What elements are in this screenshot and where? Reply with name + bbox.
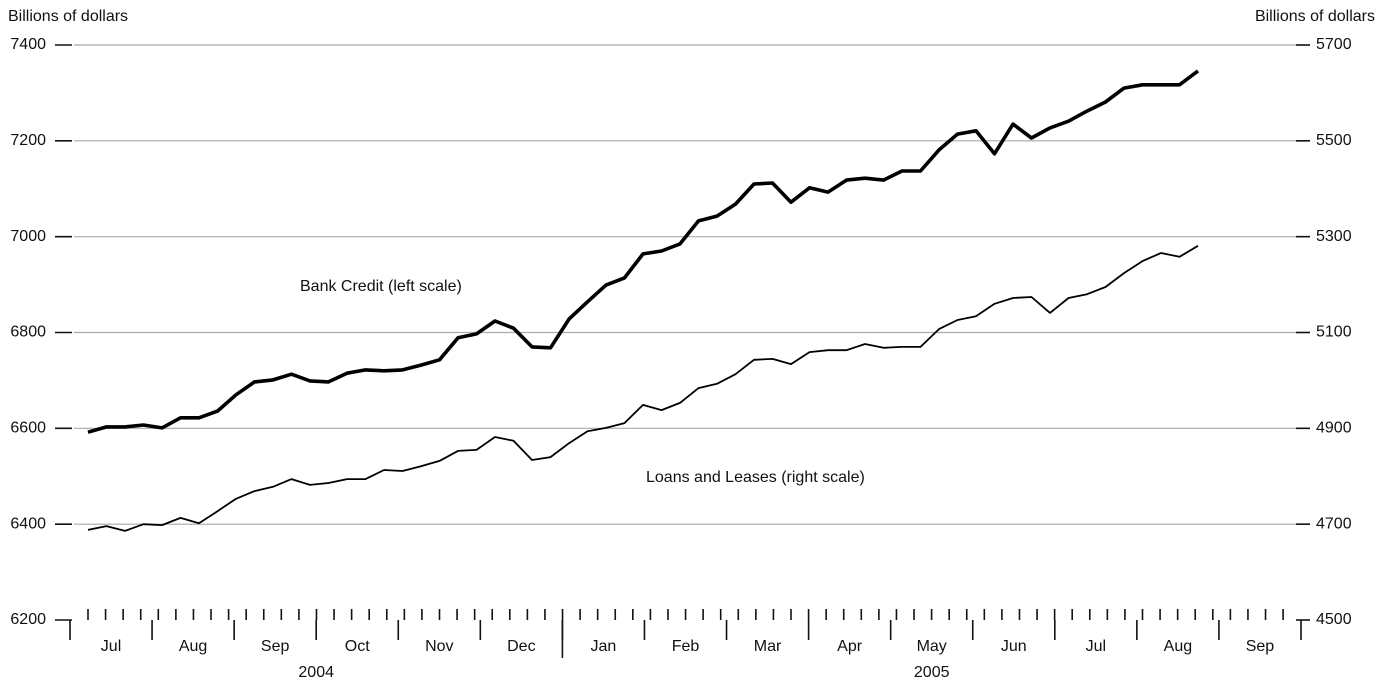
month-label: Jan	[591, 638, 617, 655]
month-label: Sep	[1246, 638, 1275, 655]
y-tick-label: 6400	[10, 515, 46, 532]
series-label: Loans and Leases (right scale)	[646, 469, 865, 486]
y2-axis-label: Billions of dollars	[1255, 8, 1375, 25]
month-label: Jun	[1001, 638, 1027, 655]
y2-tick-label: 5500	[1316, 132, 1352, 149]
y-axis-label: Billions of dollars	[8, 8, 128, 25]
series-label: Bank Credit (left scale)	[300, 278, 462, 295]
y-tick-label: 7000	[10, 228, 46, 245]
y2-tick-label: 5700	[1316, 36, 1352, 53]
month-label: Jul	[101, 638, 121, 655]
y2-tick-label: 5300	[1316, 228, 1352, 245]
series-line	[87, 245, 1199, 532]
month-label: Jul	[1086, 638, 1106, 655]
y-tick-label: 6800	[10, 324, 46, 341]
y2-tick-label: 5100	[1316, 324, 1352, 341]
month-label: Dec	[507, 638, 535, 655]
month-label: Mar	[754, 638, 782, 655]
y2-tick-label: 4900	[1316, 420, 1352, 437]
y-tick-label: 7400	[10, 36, 46, 53]
month-label: Aug	[179, 638, 207, 655]
month-label: May	[917, 638, 947, 655]
series-line	[87, 69, 1200, 434]
y-tick-label: 7200	[10, 132, 46, 149]
year-label: 2004	[298, 664, 334, 681]
year-label: 2005	[914, 664, 950, 681]
month-label: Oct	[345, 638, 370, 655]
y2-tick-label: 4500	[1316, 611, 1352, 628]
month-label: Sep	[261, 638, 290, 655]
month-label: Aug	[1164, 638, 1192, 655]
y-tick-label: 6200	[10, 611, 46, 628]
month-label: Nov	[425, 638, 453, 655]
y-tick-label: 6600	[10, 420, 46, 437]
y2-tick-label: 4700	[1316, 515, 1352, 532]
month-label: Feb	[672, 638, 700, 655]
month-label: Apr	[837, 638, 863, 655]
